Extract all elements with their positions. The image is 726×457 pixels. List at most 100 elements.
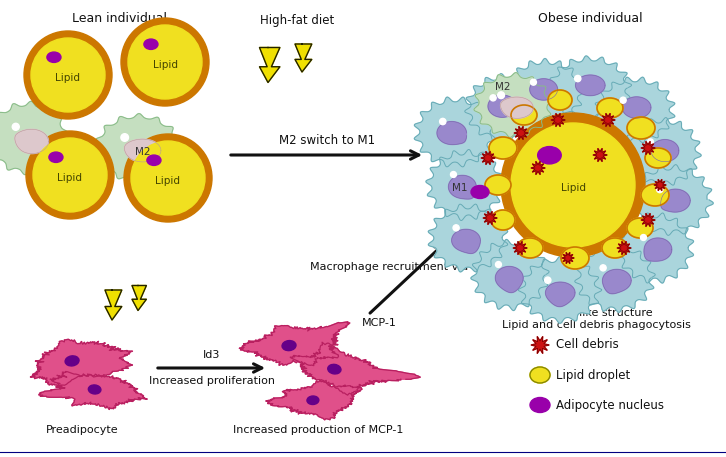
Text: M2: M2 (135, 147, 151, 157)
Polygon shape (449, 175, 476, 199)
Polygon shape (601, 113, 615, 127)
Circle shape (440, 118, 446, 125)
Ellipse shape (530, 398, 550, 413)
Circle shape (121, 134, 129, 141)
Ellipse shape (538, 147, 561, 164)
Polygon shape (641, 213, 655, 227)
Circle shape (656, 186, 663, 193)
Polygon shape (551, 113, 565, 127)
Polygon shape (623, 117, 701, 186)
Text: Crown-like structure: Crown-like structure (539, 308, 653, 318)
Text: Cell debris: Cell debris (556, 339, 619, 351)
Circle shape (26, 131, 114, 219)
Polygon shape (30, 340, 132, 386)
Polygon shape (654, 179, 666, 191)
Polygon shape (15, 129, 49, 154)
Polygon shape (616, 213, 693, 283)
Circle shape (640, 234, 646, 240)
Text: Macrophage recruitment via MCP-1: Macrophage recruitment via MCP-1 (310, 262, 506, 272)
Circle shape (124, 134, 212, 222)
Polygon shape (105, 290, 122, 320)
Polygon shape (95, 114, 181, 182)
Ellipse shape (641, 184, 669, 206)
Circle shape (453, 225, 459, 231)
Ellipse shape (327, 364, 341, 374)
Polygon shape (644, 238, 672, 261)
Circle shape (574, 75, 581, 82)
Circle shape (544, 277, 551, 283)
Polygon shape (481, 151, 495, 165)
Text: Obese individual: Obese individual (538, 12, 643, 25)
Polygon shape (488, 95, 517, 117)
Polygon shape (548, 56, 632, 120)
Ellipse shape (307, 396, 319, 404)
Polygon shape (514, 126, 528, 140)
Polygon shape (505, 58, 584, 126)
Polygon shape (483, 211, 497, 225)
Polygon shape (593, 149, 607, 162)
Polygon shape (471, 239, 549, 311)
Text: Lipid: Lipid (155, 176, 181, 186)
Circle shape (121, 18, 209, 106)
Polygon shape (465, 74, 545, 142)
Polygon shape (437, 122, 466, 144)
Text: Lipid droplet: Lipid droplet (556, 368, 630, 382)
Polygon shape (545, 282, 575, 307)
Ellipse shape (627, 218, 653, 238)
Polygon shape (622, 97, 651, 118)
Polygon shape (452, 229, 481, 254)
Polygon shape (266, 380, 362, 420)
Text: Preadipocyte: Preadipocyte (46, 425, 118, 435)
Circle shape (33, 138, 107, 212)
Polygon shape (513, 241, 527, 255)
Polygon shape (132, 286, 147, 310)
Polygon shape (474, 73, 552, 138)
Ellipse shape (548, 90, 572, 110)
Ellipse shape (47, 52, 61, 63)
Circle shape (511, 123, 635, 247)
Polygon shape (495, 266, 523, 292)
Polygon shape (124, 139, 161, 162)
Ellipse shape (144, 39, 158, 49)
Ellipse shape (511, 105, 537, 125)
Polygon shape (661, 189, 690, 212)
Polygon shape (295, 44, 311, 72)
Ellipse shape (471, 186, 489, 198)
Text: Increased proliferation: Increased proliferation (149, 376, 275, 386)
Polygon shape (575, 244, 656, 312)
Polygon shape (651, 140, 679, 162)
Ellipse shape (517, 238, 543, 258)
Ellipse shape (530, 367, 550, 383)
Text: M2: M2 (495, 82, 511, 92)
Ellipse shape (65, 356, 79, 366)
Polygon shape (501, 97, 533, 118)
Ellipse shape (282, 340, 296, 351)
Ellipse shape (561, 247, 589, 269)
Ellipse shape (627, 117, 655, 139)
Circle shape (490, 95, 496, 101)
Polygon shape (428, 204, 507, 272)
Text: M2 switch to M1: M2 switch to M1 (279, 134, 375, 147)
Ellipse shape (645, 148, 671, 168)
Circle shape (495, 261, 502, 267)
Text: Lipid: Lipid (152, 60, 177, 70)
Text: High-fat diet: High-fat diet (260, 14, 334, 27)
Circle shape (501, 113, 645, 257)
Text: Lean individual: Lean individual (73, 12, 168, 25)
Polygon shape (603, 270, 631, 294)
Polygon shape (562, 252, 574, 264)
Text: Adipocyte nucleus: Adipocyte nucleus (556, 399, 664, 411)
Ellipse shape (49, 152, 63, 162)
Circle shape (12, 123, 20, 130)
Polygon shape (290, 342, 420, 395)
Text: Increased production of MCP-1: Increased production of MCP-1 (233, 425, 403, 435)
Circle shape (498, 92, 505, 99)
Polygon shape (531, 336, 549, 354)
Polygon shape (595, 77, 675, 143)
Polygon shape (239, 322, 350, 366)
Text: MCP-1: MCP-1 (362, 318, 397, 328)
Text: Lipid: Lipid (57, 173, 83, 183)
Circle shape (24, 31, 112, 119)
Circle shape (131, 141, 205, 215)
Text: Lipid and cell debris phagocytosis: Lipid and cell debris phagocytosis (502, 320, 690, 330)
